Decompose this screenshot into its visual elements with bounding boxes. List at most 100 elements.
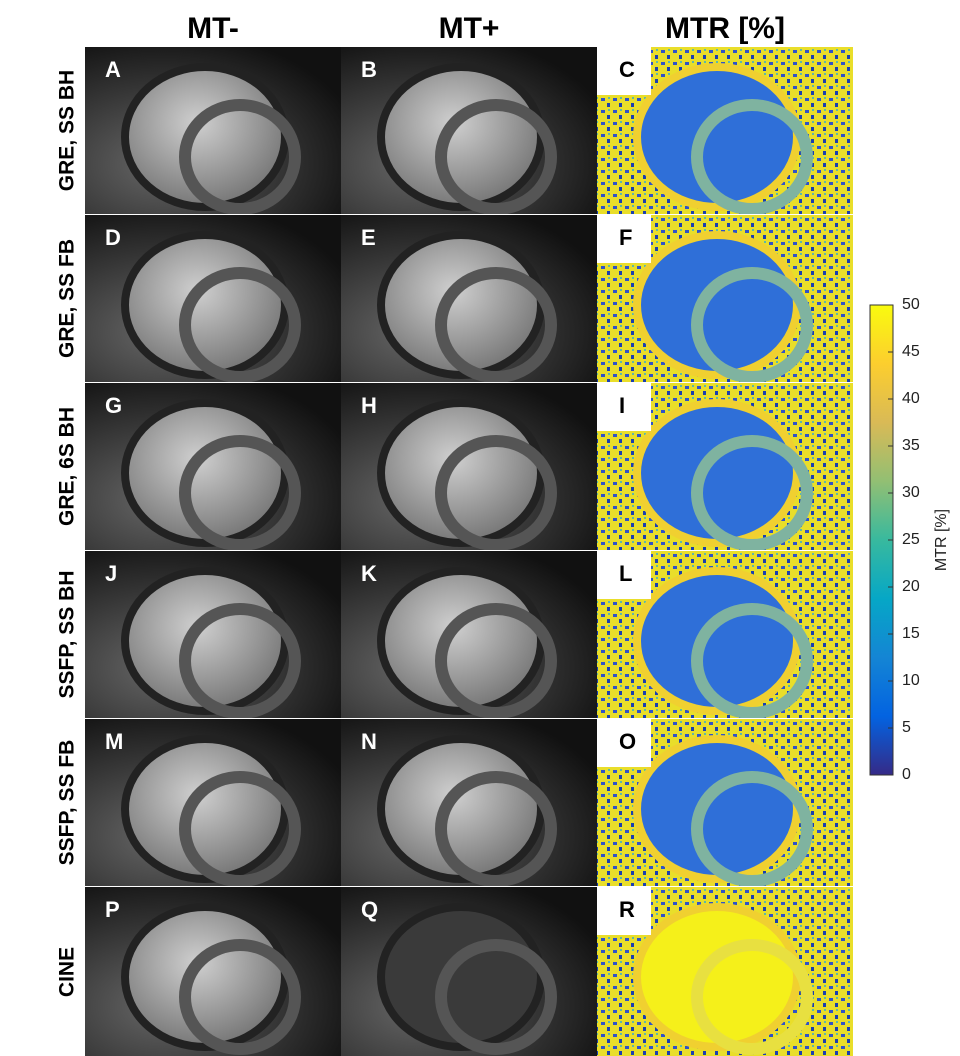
column-header: MT- xyxy=(187,12,239,45)
image-panel: C xyxy=(597,47,853,214)
image-panel: Q xyxy=(341,887,597,1056)
mri-image xyxy=(341,383,597,550)
colorbar-tick-label: 0 xyxy=(902,766,911,783)
column-header: MT+ xyxy=(439,12,500,45)
panel-letter: J xyxy=(105,561,117,586)
image-panel: J xyxy=(85,551,341,718)
image-panel: D xyxy=(85,215,341,382)
row-label: GRE, SS BH xyxy=(56,70,79,191)
colorbar-tick-label: 5 xyxy=(902,719,911,736)
ventricle-wall xyxy=(179,267,301,382)
heart xyxy=(121,63,289,211)
heart xyxy=(121,567,289,715)
ventricle-wall xyxy=(691,435,813,550)
heart xyxy=(377,231,545,379)
ventricle-wall xyxy=(435,939,557,1055)
heart xyxy=(377,63,545,211)
image-panel: N xyxy=(341,719,597,886)
mri-image xyxy=(341,719,597,886)
colorbar-tick-label: 30 xyxy=(902,484,920,501)
colorbar-tick-label: 10 xyxy=(902,672,920,689)
image-panel: A xyxy=(85,47,341,214)
panel-letter: N xyxy=(361,729,377,754)
panel-letter: C xyxy=(619,57,635,82)
heart xyxy=(633,231,801,379)
panel-letter: O xyxy=(619,729,636,754)
panel-letter: F xyxy=(619,225,632,250)
ventricle-wall xyxy=(179,771,301,886)
panel-letter: D xyxy=(105,225,121,250)
heart xyxy=(121,399,289,547)
heart xyxy=(121,903,289,1051)
ventricle-wall xyxy=(691,99,813,214)
image-panel: H xyxy=(341,383,597,550)
image-panel: M xyxy=(85,719,341,886)
row-label: CINE xyxy=(56,947,79,997)
panel-letter: R xyxy=(619,897,635,922)
mri-image xyxy=(85,383,341,550)
ventricle-wall xyxy=(691,267,813,382)
panel-letter: P xyxy=(105,897,120,922)
ventricle-wall xyxy=(435,267,557,382)
mri-image xyxy=(597,551,853,718)
ventricle-wall xyxy=(179,435,301,550)
panel-letter: Q xyxy=(361,897,378,922)
image-panel: G xyxy=(85,383,341,550)
row-label: SSFP, SS FB xyxy=(56,740,79,866)
panel-letter: B xyxy=(361,57,377,82)
row-label: GRE, 6S BH xyxy=(56,407,79,526)
colorbar-tick-label: 35 xyxy=(902,437,920,454)
ventricle-wall xyxy=(179,99,301,214)
mri-image xyxy=(341,47,597,214)
heart xyxy=(377,735,545,883)
heart xyxy=(377,399,545,547)
heart xyxy=(377,903,545,1051)
colorbar-tick-label: 40 xyxy=(902,390,920,407)
mri-image xyxy=(341,887,597,1056)
heart xyxy=(633,735,801,883)
letter-box xyxy=(597,551,651,599)
letter-box xyxy=(597,47,651,95)
mri-image xyxy=(85,47,341,214)
letter-box xyxy=(597,215,651,263)
colorbar-tick-label: 20 xyxy=(902,578,920,595)
panel-letter: L xyxy=(619,561,632,586)
letter-box xyxy=(597,719,651,767)
panel-letter: A xyxy=(105,57,121,82)
row-label: GRE, SS FB xyxy=(56,239,79,358)
mri-image xyxy=(597,215,853,382)
panel-letter: K xyxy=(361,561,377,586)
row-label: SSFP, SS BH xyxy=(56,571,79,699)
image-panel: I xyxy=(597,383,853,550)
heart xyxy=(121,735,289,883)
image-panel: B xyxy=(341,47,597,214)
mri-image xyxy=(85,551,341,718)
heart xyxy=(377,567,545,715)
heart xyxy=(633,399,801,547)
image-panel: L xyxy=(597,551,853,718)
ventricle-wall xyxy=(691,603,813,718)
image-panel: R xyxy=(597,887,853,1056)
panel-letter: I xyxy=(619,393,625,418)
mri-image xyxy=(341,551,597,718)
image-panel: F xyxy=(597,215,853,382)
mri-image xyxy=(85,215,341,382)
colorbar-tick-label: 50 xyxy=(902,296,920,313)
colorbar-tick-label: 45 xyxy=(902,343,920,360)
panel-letter: M xyxy=(105,729,123,754)
column-header: MTR [%] xyxy=(665,12,785,45)
letter-box xyxy=(597,383,651,431)
ventricle-wall xyxy=(691,939,813,1055)
panel-letter: E xyxy=(361,225,376,250)
image-panel: E xyxy=(341,215,597,382)
ventricle-wall xyxy=(435,771,557,886)
colorbar-tick-label: 15 xyxy=(902,625,920,642)
heart xyxy=(633,903,801,1051)
panel-letter: H xyxy=(361,393,377,418)
colorbar-label: MTR [%] xyxy=(933,509,950,571)
ventricle-wall xyxy=(435,435,557,550)
image-panel: K xyxy=(341,551,597,718)
panel-letter: G xyxy=(105,393,122,418)
ventricle-wall xyxy=(435,99,557,214)
